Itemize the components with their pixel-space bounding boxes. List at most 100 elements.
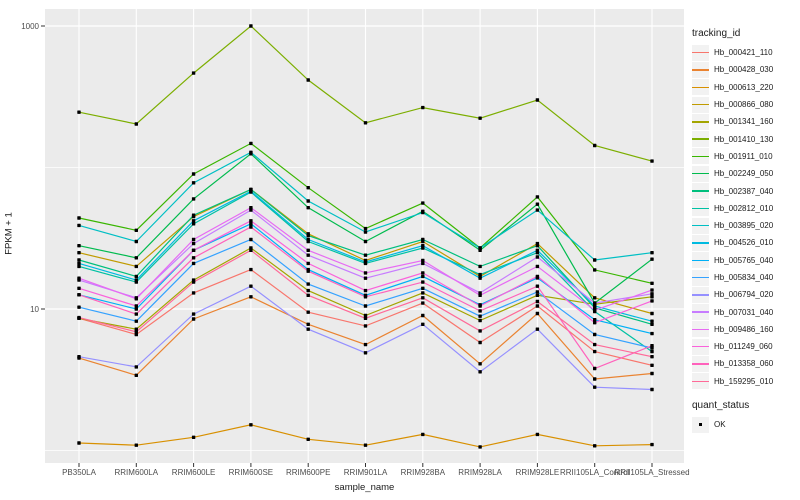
legend-row-Hb_003895_020: Hb_003895_020 xyxy=(692,217,798,234)
data-point xyxy=(306,186,310,190)
data-point xyxy=(249,206,253,210)
data-point xyxy=(650,349,654,354)
x-axis-title: sample_name xyxy=(334,482,395,493)
data-point xyxy=(249,141,253,146)
data-point xyxy=(421,296,425,300)
legend-key-line-icon xyxy=(692,79,709,96)
x-tick-label: RRIM600LE xyxy=(172,468,216,477)
legend-label: Hb_000866_080 xyxy=(714,100,774,110)
plot-panel xyxy=(45,9,684,463)
data-point xyxy=(249,189,253,193)
data-point xyxy=(363,313,368,318)
legend-key-line-icon xyxy=(692,321,709,338)
data-point xyxy=(77,261,81,266)
y-tick-label: 10 xyxy=(30,305,39,314)
data-point xyxy=(535,299,540,304)
data-point xyxy=(363,324,368,328)
data-point xyxy=(650,295,654,299)
data-point xyxy=(593,308,597,312)
data-point xyxy=(363,342,368,347)
data-point xyxy=(650,299,654,303)
y-axis-title: FPKM + 1 xyxy=(3,212,15,255)
data-point xyxy=(650,281,654,285)
legend-key-line-icon xyxy=(692,286,709,303)
data-point xyxy=(478,293,482,297)
data-point xyxy=(478,304,482,308)
legend-row-Hb_000428_030: Hb_000428_030 xyxy=(692,61,798,78)
data-point xyxy=(650,363,654,367)
legend-label: Hb_003895_020 xyxy=(714,221,774,231)
data-point xyxy=(650,311,654,316)
data-point xyxy=(134,256,138,260)
data-point xyxy=(191,172,196,176)
legend-row-Hb_009486_160: Hb_009486_160 xyxy=(692,321,798,338)
data-point xyxy=(363,121,368,125)
data-point xyxy=(77,315,81,320)
data-point xyxy=(77,216,81,220)
data-point xyxy=(77,251,81,255)
data-point xyxy=(535,293,540,297)
data-point xyxy=(421,244,425,248)
data-point xyxy=(77,355,81,359)
legend-key-line-icon xyxy=(692,304,709,321)
data-point xyxy=(478,264,482,269)
data-point xyxy=(421,322,425,326)
data-point xyxy=(421,432,425,437)
legend-row-Hb_001911_010: Hb_001911_010 xyxy=(692,148,798,165)
data-point xyxy=(478,272,482,277)
data-point xyxy=(134,365,138,369)
legend-row-ok: OK xyxy=(692,416,798,433)
data-point xyxy=(249,219,253,223)
data-point xyxy=(134,278,138,282)
legend-label: Hb_000421_110 xyxy=(714,48,773,58)
data-point xyxy=(650,319,654,323)
data-point xyxy=(134,332,138,337)
x-tick-label: RRIM600SE xyxy=(229,468,273,477)
data-point xyxy=(535,248,540,252)
legend-row-Hb_005765_040: Hb_005765_040 xyxy=(692,252,798,269)
data-point xyxy=(134,319,138,323)
legend-label: Hb_013358_060 xyxy=(714,359,774,369)
data-point xyxy=(478,309,482,313)
data-point xyxy=(363,351,368,355)
data-point xyxy=(535,274,540,279)
legend-key-line-icon xyxy=(692,131,709,148)
legend-row-Hb_159295_010: Hb_159295_010 xyxy=(692,373,798,390)
data-point xyxy=(421,237,425,242)
legend-label: Hb_001341_160 xyxy=(714,117,774,127)
legend-row-Hb_005834_040: Hb_005834_040 xyxy=(692,269,798,286)
data-point xyxy=(593,258,597,262)
x-tick-label: RRII105LA_Stressed xyxy=(614,468,689,477)
legend-label: Hb_004526_010 xyxy=(714,238,774,248)
data-point xyxy=(650,387,654,392)
data-point xyxy=(306,288,310,293)
data-point xyxy=(306,199,310,203)
data-point xyxy=(593,385,597,389)
legend-row-Hb_002387_040: Hb_002387_040 xyxy=(692,182,798,200)
legend-key-line-icon xyxy=(692,165,709,182)
legend-key-line-icon xyxy=(692,200,709,217)
data-point xyxy=(77,305,81,309)
data-point xyxy=(249,237,253,242)
data-point xyxy=(478,246,482,250)
data-point xyxy=(593,332,597,337)
data-point xyxy=(77,293,81,297)
data-point xyxy=(535,98,540,102)
legend-key-line-icon xyxy=(692,148,709,165)
legend-label: Hb_000428_030 xyxy=(714,65,774,75)
legend-row-Hb_001410_130: Hb_001410_130 xyxy=(692,130,798,148)
data-point xyxy=(593,342,597,347)
data-point xyxy=(650,288,654,292)
data-point xyxy=(593,268,597,272)
data-point xyxy=(363,260,368,264)
data-point xyxy=(478,362,482,366)
data-point xyxy=(421,280,425,284)
data-point xyxy=(650,257,654,261)
data-point xyxy=(478,340,482,345)
legend-label: Hb_005765_040 xyxy=(714,255,774,265)
data-point xyxy=(249,222,253,226)
data-point xyxy=(363,288,368,293)
data-point xyxy=(134,304,138,308)
legend-key-line-icon xyxy=(692,113,709,130)
data-point xyxy=(134,443,138,447)
